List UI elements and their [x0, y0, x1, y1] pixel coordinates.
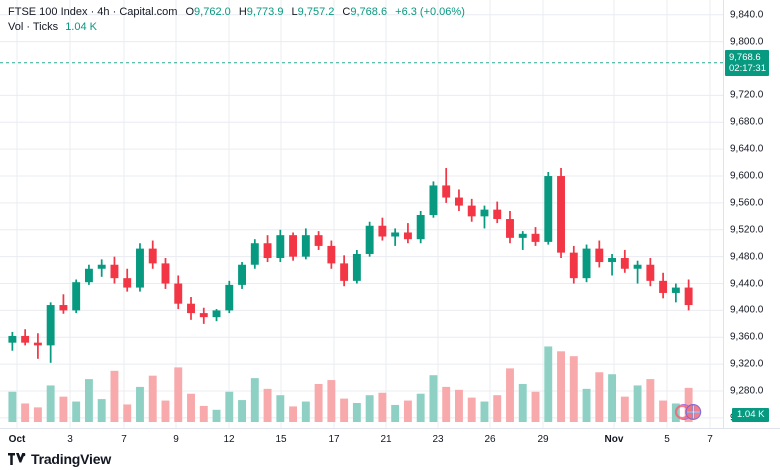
ohlc-low: L9,757.2	[292, 6, 335, 18]
volume-badge: 1.04 K	[732, 407, 770, 422]
volume-study-title[interactable]: Vol · Ticks	[8, 21, 59, 33]
time-tick: Nov	[604, 434, 624, 445]
price-tick: 9,720.0	[730, 89, 764, 101]
price-tick: 9,400.0	[730, 304, 764, 316]
price-tick: 9,680.0	[730, 116, 764, 128]
time-tick: 7	[121, 434, 127, 445]
close-label: C	[342, 6, 351, 18]
time-tick: 7	[707, 434, 713, 445]
capital-com-watermark-icon	[674, 404, 702, 420]
current-price-value: 9,768.6	[729, 51, 761, 63]
time-axis[interactable]: Oct 3 7 9 12 15 17 21 23 26 29 Nov 5 7	[0, 428, 780, 449]
time-tick: 17	[328, 434, 340, 445]
volume-study-value: 1.04 K	[65, 21, 97, 33]
legend-symbol-row: FTSE 100 Index · 4h · Capital.com O9,762…	[8, 5, 465, 19]
price-tick: 9,280.0	[730, 385, 764, 397]
price-tick: 9,360.0	[730, 331, 764, 343]
candles-group	[8, 167, 693, 363]
open-label: O	[185, 6, 195, 18]
high-value: 9,773.9	[246, 6, 284, 18]
high-label: H	[238, 6, 247, 18]
time-tick: 9	[173, 434, 179, 445]
footer: TradingView	[0, 449, 780, 470]
price-tick: 9,640.0	[730, 143, 764, 155]
horizontal-gridlines	[0, 14, 723, 419]
low-value: 9,757.2	[297, 6, 335, 18]
tradingview-mark-icon	[8, 453, 26, 465]
time-tick: 5	[664, 434, 670, 445]
price-tick: 9,440.0	[730, 278, 764, 290]
price-tick: 9,600.0	[730, 170, 764, 182]
price-tick: 9,480.0	[730, 251, 764, 263]
price-tick: 9,560.0	[730, 197, 764, 209]
price-tick: 9,800.0	[730, 36, 764, 48]
time-tick: 21	[380, 434, 392, 445]
symbol-name[interactable]: FTSE 100 Index	[8, 6, 88, 18]
legend-volume-row: Vol · Ticks 1.04 K	[8, 20, 465, 34]
close-value: 9,768.6	[350, 6, 388, 18]
legend-separator-1: ·	[90, 6, 95, 18]
time-tick: 23	[432, 434, 444, 445]
time-tick: Oct	[8, 434, 26, 445]
chart-canvas-pane[interactable]	[0, 0, 723, 428]
ohlc-high: H9,773.9	[239, 6, 284, 18]
price-axis[interactable]: 9,840.0 9,800.0 9,720.0 9,680.0 9,640.0 9,600…	[723, 0, 780, 428]
time-tick: 26	[484, 434, 496, 445]
price-tick: 9,840.0	[730, 9, 764, 21]
ohlc-open: O9,762.0	[185, 6, 230, 18]
tradingview-wordmark: TradingView	[31, 451, 112, 467]
price-tick: 9,520.0	[730, 224, 764, 236]
tradingview-logo[interactable]: TradingView	[8, 451, 111, 467]
volume-bars-group	[8, 346, 693, 422]
open-value: 9,762.0	[194, 6, 231, 18]
chart-legend[interactable]: FTSE 100 Index · 4h · Capital.com O9,762…	[8, 5, 465, 34]
interval-label[interactable]: 4h	[97, 6, 110, 18]
time-tick: 3	[67, 434, 73, 445]
time-tick: 12	[223, 434, 235, 445]
price-tick: 9,320.0	[730, 358, 764, 370]
bar-countdown: 02:17:31	[729, 62, 766, 74]
change-value: +6.3 (+0.06%)	[395, 6, 465, 18]
exchange-label: Capital.com	[119, 6, 178, 18]
low-label: L	[291, 6, 298, 18]
time-tick: 29	[537, 434, 549, 445]
candlestick-svg	[0, 0, 723, 428]
legend-separator-2: ·	[112, 6, 117, 18]
current-price-badge: 9,768.6 02:17:31	[725, 49, 769, 76]
vertical-gridlines	[16, 0, 711, 428]
ohlc-close: C9,768.6	[342, 6, 387, 18]
time-tick: 15	[275, 434, 287, 445]
